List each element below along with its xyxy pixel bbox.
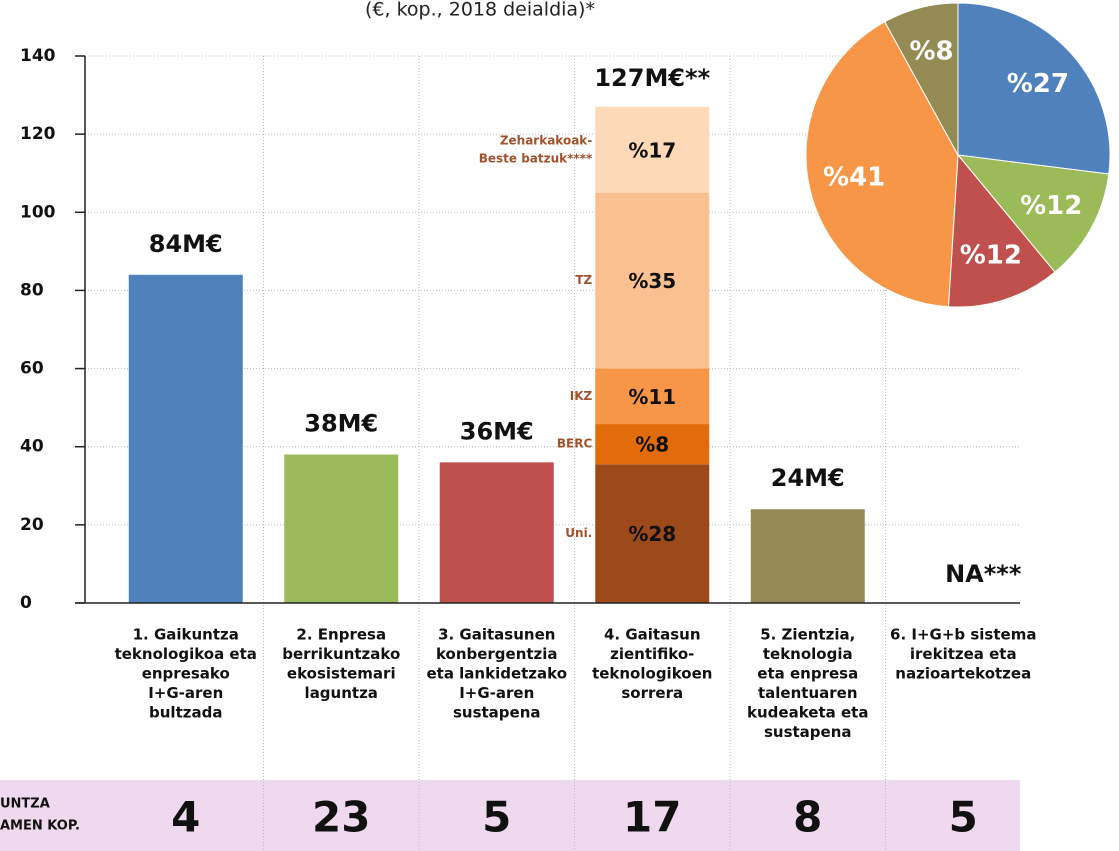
table-header: AMEN KOP. [0,819,80,834]
total-label: 127M€** [594,64,710,92]
pie-label: %41 [823,163,885,193]
stack-segment [595,106,710,193]
bar [439,462,554,603]
pie-label: %27 [1007,69,1069,99]
segment-name: TZ [575,273,592,287]
x-tick-label: 5. Zientzia, [760,626,855,644]
bar [128,274,243,603]
segment-label: %11 [628,385,676,409]
x-tick-label: 6. I+G+b sistema [890,626,1036,644]
stack-segment [595,424,710,465]
x-tick-label: irekitzea eta [910,645,1017,663]
value-label: NA*** [945,560,1022,588]
table-value: 5 [482,793,511,842]
y-tick-label: 60 [20,359,44,379]
y-tick-label: 120 [20,124,56,144]
x-tick-label: 3. Gaitasunen [438,626,555,644]
x-tick-label: sustapena [764,723,852,741]
subtitle: (€, kop., 2018 deialdia)* [365,0,595,21]
value-label: 36M€ [460,417,534,445]
pie-label: %8 [909,36,953,66]
y-tick-label: 20 [20,515,44,535]
stack-segment [595,192,710,369]
value-label: 38M€ [304,410,378,438]
pie-label: %12 [960,241,1022,271]
x-tick-label: enpresako [142,665,230,683]
table-value: 17 [623,793,681,842]
bar [750,509,865,603]
x-tick-label: teknologia [763,645,853,663]
segment-name: IKZ [570,389,593,403]
pie-slice [947,153,1056,308]
x-tick-label: sorrera [621,684,683,702]
segment-name: Uni. [565,526,592,540]
segment-name: BERC [557,437,593,451]
x-tick-label: 4. Gaitasun [604,626,701,644]
x-tick-label: laguntza [305,684,378,702]
y-tick-label: 140 [20,46,56,66]
stack-segment [595,464,710,603]
x-tick-label: nazioartekotzea [895,665,1031,683]
x-tick-label: 2. Enpresa [296,626,386,644]
x-tick-label: kudeaketa eta [747,704,868,722]
pie-slice [957,2,1111,175]
stack-segment [595,368,710,425]
segment-name: Beste batzuk**** [479,151,593,165]
table-value: 5 [949,793,978,842]
bar [284,454,399,603]
table-value: 8 [793,793,822,842]
x-tick-label: berrikuntzako [282,645,400,663]
table-value: 23 [312,793,370,842]
x-tick-label: I+G-aren [148,684,223,702]
segment-name: Zeharkakoak- [500,133,592,147]
y-tick-label: 0 [20,593,32,613]
x-tick-label: zientifiko- [610,645,694,663]
y-tick-label: 80 [20,280,44,300]
pie-slice [805,21,959,308]
table-band [0,780,1020,851]
x-tick-label: teknologikoa eta [115,645,257,663]
x-tick-label: konbergentzia [436,645,558,663]
segment-label: %28 [628,522,676,546]
table-header: UNTZA [0,797,50,812]
value-label: 24M€ [771,464,845,492]
pie-label: %12 [1020,191,1082,221]
value-label: 84M€ [149,230,223,258]
y-tick-label: 40 [20,437,44,457]
segment-label: %8 [635,433,669,457]
y-tick-label: 100 [20,202,56,222]
pie-slice [956,154,1110,273]
x-tick-label: bultzada [149,704,222,722]
x-tick-label: talentuaren [758,684,858,702]
x-tick-label: eta lankidetzako [426,665,567,683]
x-tick-label: I+G-aren [459,684,534,702]
x-tick-label: ekosistemari [287,665,396,683]
x-tick-label: sustapena [453,704,541,722]
segment-label: %35 [628,269,676,293]
segment-label: %17 [628,138,676,162]
table-value: 4 [171,793,200,842]
x-tick-label: eta enpresa [757,665,858,683]
pie-slice [884,2,959,156]
x-tick-label: teknologikoen [592,665,712,683]
x-tick-label: 1. Gaikuntza [133,626,239,644]
